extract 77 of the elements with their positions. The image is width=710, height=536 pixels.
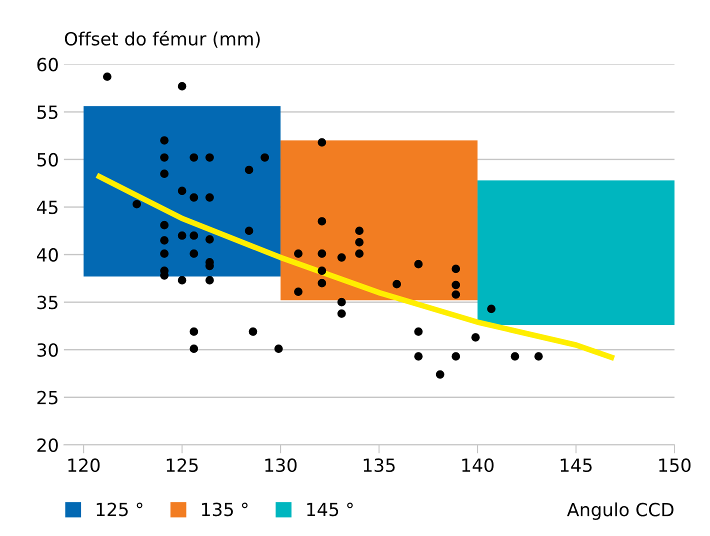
point <box>205 276 214 285</box>
point <box>178 231 186 240</box>
point <box>205 153 214 162</box>
y-tick-label: 25 <box>37 390 58 404</box>
point <box>205 235 214 244</box>
point <box>160 136 169 145</box>
point <box>414 352 423 361</box>
point <box>318 249 326 258</box>
x-tick-label: 150 <box>659 458 691 472</box>
y-axis-title: Offset do fémur (mm) <box>64 30 260 48</box>
y-tick-label: 60 <box>37 58 58 72</box>
point <box>132 200 142 208</box>
point <box>452 290 460 299</box>
point <box>452 280 460 290</box>
point <box>190 193 198 202</box>
point <box>294 249 303 258</box>
point <box>318 266 326 276</box>
point <box>487 304 496 314</box>
x-tick-label: 145 <box>560 458 592 472</box>
y-tick-label: 45 <box>36 200 58 214</box>
bar <box>478 180 674 326</box>
x-axis-title: Angulo CCD <box>567 502 674 520</box>
point <box>318 138 326 147</box>
point <box>190 327 198 336</box>
y-tick-label: 30 <box>37 343 58 357</box>
point <box>436 370 444 379</box>
legend-label: 125 ° <box>96 502 142 516</box>
y-tick-label: 35 <box>37 296 58 310</box>
y-tick-label: 40 <box>36 248 58 262</box>
point <box>510 352 520 361</box>
point <box>534 352 543 361</box>
point <box>160 249 169 258</box>
x-tick-label: 135 <box>364 458 395 472</box>
legend-label: 135 ° <box>202 502 248 516</box>
point <box>205 193 214 202</box>
point <box>190 249 198 258</box>
point <box>102 72 112 81</box>
point <box>414 327 423 336</box>
y-tick-label: 50 <box>37 152 58 167</box>
point <box>260 153 270 162</box>
x-tick-label: 120 <box>68 458 100 472</box>
y-tick-label: 20 <box>37 438 58 452</box>
point <box>414 260 423 268</box>
bar <box>84 106 281 276</box>
point <box>160 153 169 162</box>
point <box>248 327 258 336</box>
x-tick-label: 125 <box>166 458 198 472</box>
x-tick-label: 130 <box>265 458 297 472</box>
point <box>392 280 402 288</box>
point <box>337 253 346 262</box>
point <box>318 278 326 288</box>
point <box>294 287 303 296</box>
x-tick-label: 140 <box>462 458 494 472</box>
point <box>160 169 169 178</box>
point <box>452 264 460 274</box>
point <box>471 333 480 342</box>
point <box>190 231 198 240</box>
point <box>160 220 169 230</box>
point <box>190 153 198 162</box>
point <box>244 166 254 174</box>
point <box>178 276 186 285</box>
point <box>337 298 346 306</box>
point <box>337 309 346 318</box>
point <box>355 226 364 236</box>
bar <box>280 140 478 300</box>
point <box>178 82 186 90</box>
point <box>190 344 198 354</box>
point <box>318 217 326 226</box>
point <box>355 249 364 258</box>
point <box>244 226 254 236</box>
point <box>355 238 364 246</box>
point <box>160 236 169 245</box>
y-tick-label: 55 <box>37 106 58 120</box>
legend-label: 145 ° <box>307 502 353 516</box>
point <box>274 344 283 354</box>
point <box>452 352 460 361</box>
point <box>178 186 186 196</box>
